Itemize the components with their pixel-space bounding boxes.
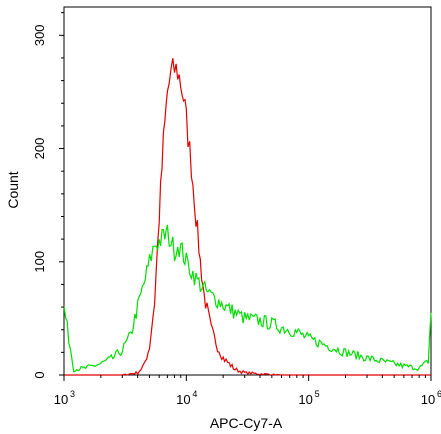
x-tick-exponent: 6 — [437, 389, 441, 399]
x-tick-exponent: 4 — [192, 389, 197, 399]
x-tick-base: 10 — [54, 392, 68, 407]
x-tick-base: 10 — [298, 392, 312, 407]
series-line-1 — [64, 58, 431, 376]
y-tick-label: 200 — [32, 138, 47, 160]
series-line-2 — [63, 224, 432, 373]
x-axis: 10 3 10 4 10 5 10 6 — [54, 375, 441, 407]
x-tick-label: 10 5 — [298, 389, 319, 407]
x-axis-label: APC-Cy7-A — [210, 415, 283, 431]
x-tick-label: 10 3 — [54, 389, 75, 407]
y-axis: 0 100 200 300 — [32, 12, 64, 379]
y-tick-label: 100 — [32, 251, 47, 273]
x-tick-base: 10 — [421, 392, 435, 407]
series-layer — [63, 58, 432, 376]
x-tick-exponent: 3 — [70, 389, 75, 399]
x-tick-label: 10 6 — [421, 389, 441, 407]
y-tick-label: 0 — [32, 371, 47, 378]
y-tick-label: 300 — [32, 24, 47, 46]
y-axis-label: Count — [5, 171, 21, 208]
x-tick-label: 10 4 — [176, 389, 197, 407]
plot-frame — [63, 6, 432, 376]
x-tick-exponent: 5 — [315, 389, 320, 399]
x-tick-base: 10 — [176, 392, 190, 407]
